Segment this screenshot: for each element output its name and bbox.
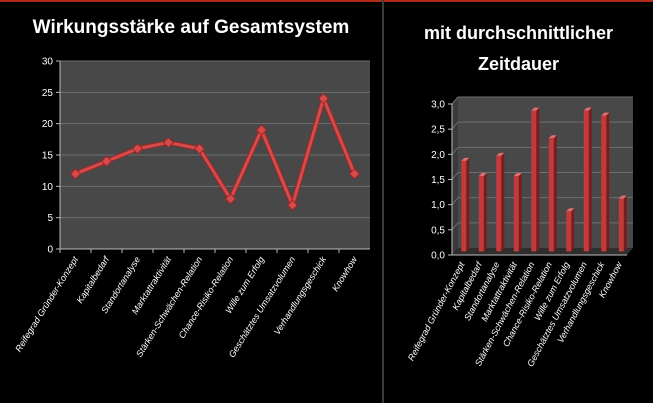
y-tick-label: 2,5 bbox=[431, 125, 445, 136]
bar-side bbox=[623, 195, 627, 252]
bar-top bbox=[478, 173, 487, 176]
gridline bbox=[451, 197, 459, 205]
data-point bbox=[162, 136, 175, 149]
data-point bbox=[255, 124, 268, 136]
bar-top bbox=[618, 195, 627, 199]
bar-top bbox=[548, 135, 557, 139]
bar-side bbox=[466, 157, 470, 252]
bar-top bbox=[496, 152, 505, 156]
bar bbox=[478, 176, 484, 252]
data-point bbox=[193, 143, 206, 155]
y-tick-label: 25 bbox=[42, 88, 54, 99]
bar-side bbox=[606, 112, 610, 252]
bar bbox=[531, 110, 537, 252]
y-tick-label: 10 bbox=[42, 182, 54, 193]
y-tick-label: 1,5 bbox=[431, 175, 445, 186]
y-tick-label: 2,0 bbox=[431, 150, 445, 161]
data-point bbox=[131, 143, 144, 155]
y-tick-label: 30 bbox=[42, 57, 54, 68]
bar bbox=[513, 176, 519, 252]
bar bbox=[583, 110, 589, 252]
bar bbox=[618, 198, 624, 252]
data-point bbox=[100, 155, 113, 167]
x-tick-label: Knowhow bbox=[330, 254, 359, 293]
bar-chart-panel: 0,0 0,5 1,0 1,5 2,0 2,5 3,0 Reifegrad Gründer-K… bbox=[384, 0, 653, 403]
data-point bbox=[224, 193, 237, 205]
bar-chart-title: mit durchschnittlicher Zeitdauer bbox=[384, 18, 653, 80]
bar-top bbox=[601, 112, 610, 116]
bar-side bbox=[483, 173, 487, 252]
y-tick-label: 3,0 bbox=[431, 100, 445, 111]
data-point bbox=[348, 168, 361, 180]
y-tick-label: 1,0 bbox=[431, 200, 445, 211]
line-chart-panel: 0 5 10 15 20 25 30 Reifegrad Gründer-Konzept Kap… bbox=[13, 17, 370, 359]
bar-side bbox=[588, 107, 592, 252]
data-point bbox=[69, 168, 82, 180]
bar-top bbox=[583, 107, 592, 111]
data-point bbox=[286, 199, 299, 211]
series-line bbox=[74, 97, 356, 207]
bar-top bbox=[566, 208, 575, 212]
y-tick-label: 0,0 bbox=[431, 251, 445, 262]
bar bbox=[566, 211, 572, 252]
x-tick-label: Reifegrad Gründer-Konzept bbox=[13, 254, 80, 353]
bar-side bbox=[571, 208, 575, 252]
bar-side bbox=[501, 152, 505, 252]
y-tick-label: 5 bbox=[47, 213, 53, 224]
bar-side bbox=[553, 135, 557, 252]
gridline bbox=[451, 222, 459, 231]
gridline bbox=[451, 147, 459, 155]
y-tick-label: 15 bbox=[42, 151, 54, 162]
bar bbox=[601, 115, 607, 252]
bar-top bbox=[513, 173, 522, 176]
bar-chart-title-line-2: Zeitdauer bbox=[477, 54, 560, 74]
gridline bbox=[451, 172, 459, 180]
bar-top bbox=[531, 107, 540, 111]
bar bbox=[548, 138, 554, 252]
bar bbox=[461, 160, 467, 252]
y-tick-label: 0,5 bbox=[431, 225, 445, 236]
bar-side bbox=[518, 173, 522, 252]
bar-chart-title-line-1: mit durchschnittlicher bbox=[423, 23, 614, 43]
panel-divider bbox=[382, 0, 384, 403]
bar-side bbox=[536, 107, 540, 252]
y-tick-label: 20 bbox=[42, 119, 54, 130]
bar-top bbox=[461, 157, 470, 161]
line-chart-title: Wirkungsstärke auf Gesamtsystem bbox=[32, 17, 350, 38]
x-tick-label: Chance-Risiko-Relation bbox=[177, 255, 236, 340]
y-tick-label: 0 bbox=[47, 245, 53, 256]
gridline bbox=[451, 96, 459, 105]
top-edge-line bbox=[0, 0, 653, 2]
gridline bbox=[451, 121, 459, 130]
bar bbox=[496, 155, 502, 252]
data-point bbox=[317, 92, 330, 105]
